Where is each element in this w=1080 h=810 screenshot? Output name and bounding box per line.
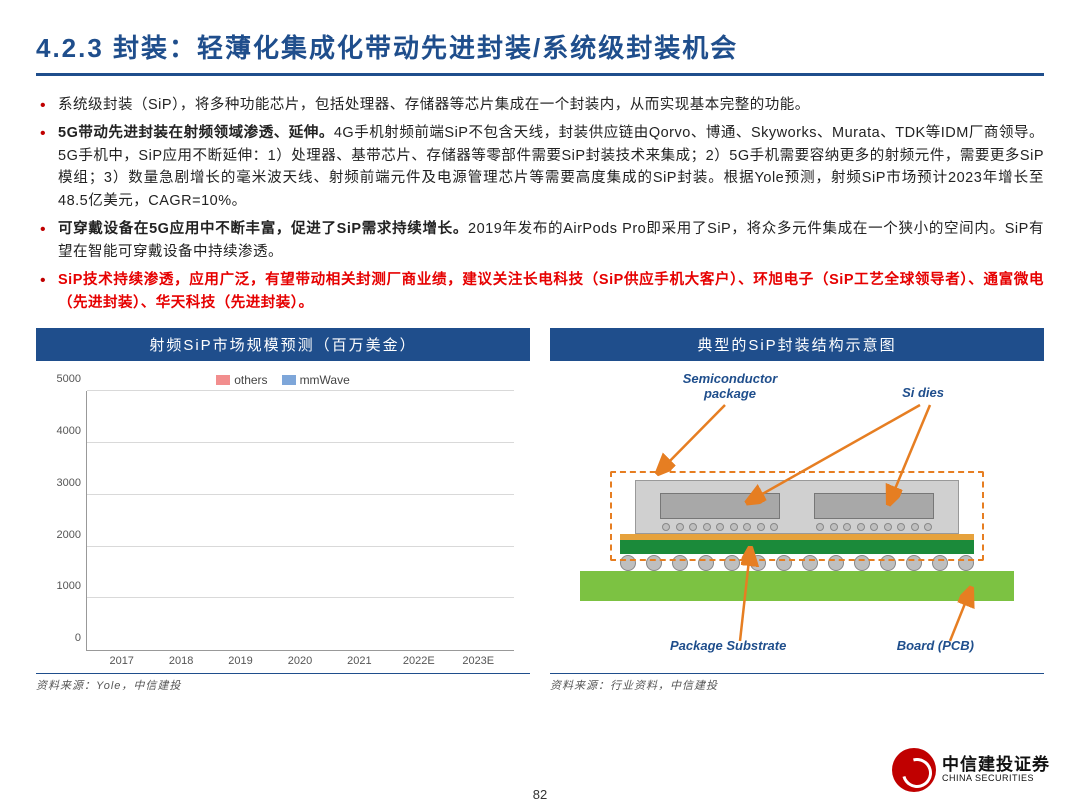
diagram-panel: 典型的SiP封装结构示意图 Semiconductor package Si d… <box>550 328 1044 693</box>
chart-area: 010002000300040005000 <box>86 391 514 651</box>
title-underline <box>36 73 1044 76</box>
legend-item: mmWave <box>282 373 350 387</box>
slide-title: 4.2.3 封装：轻薄化集成化带动先进封装/系统级封装机会 <box>36 28 1044 65</box>
bullet-list: 系统级封装（SiP），将多种功能芯片，包括处理器、存储器等芯片集成在一个封装内，… <box>36 94 1044 314</box>
chart-x-labels: 2017 2018 2019 2020 2021 2022E 2023E <box>86 651 514 667</box>
logo-icon <box>892 748 936 792</box>
legend-item: others <box>216 373 267 387</box>
chart-legend: others mmWave <box>46 373 520 387</box>
chart-panel: 射频SiP市场规模预测（百万美金） others mmWave 010002000… <box>36 328 530 693</box>
callout-arrows <box>550 361 1044 661</box>
bullet-item: 系统级封装（SiP），将多种功能芯片，包括处理器、存储器等芯片集成在一个封装内，… <box>36 94 1044 116</box>
diagram-source: 资料来源：行业资料，中信建投 <box>550 673 1044 693</box>
x-tick-label: 2017 <box>99 655 145 667</box>
x-tick-label: 2019 <box>218 655 264 667</box>
sip-diagram: Semiconductor package Si dies Package Su… <box>550 361 1044 661</box>
logo-cn: 中信建投证券 <box>942 756 1050 774</box>
chart-source: 资料来源：Yole，中信建投 <box>36 673 530 693</box>
logo-en: CHINA SECURITIES <box>942 774 1050 783</box>
bullet-item: SiP技术持续渗透，应用广泛，有望带动相关封测厂商业绩，建议关注长电科技（SiP… <box>36 269 1044 314</box>
company-logo: 中信建投证券 CHINA SECURITIES <box>892 748 1050 792</box>
x-tick-label: 2021 <box>337 655 383 667</box>
chart-title: 射频SiP市场规模预测（百万美金） <box>36 328 530 361</box>
diagram-title: 典型的SiP封装结构示意图 <box>550 328 1044 361</box>
x-tick-label: 2022E <box>396 655 442 667</box>
bullet-item: 5G带动先进封装在射频领域渗透、延伸。4G手机射频前端SiP不包含天线，封装供应… <box>36 122 1044 212</box>
page-number: 82 <box>533 787 547 802</box>
x-tick-label: 2023E <box>455 655 501 667</box>
bullet-item: 可穿戴设备在5G应用中不断丰富，促进了SiP需求持续增长。2019年发布的Air… <box>36 218 1044 263</box>
x-tick-label: 2020 <box>277 655 323 667</box>
x-tick-label: 2018 <box>158 655 204 667</box>
